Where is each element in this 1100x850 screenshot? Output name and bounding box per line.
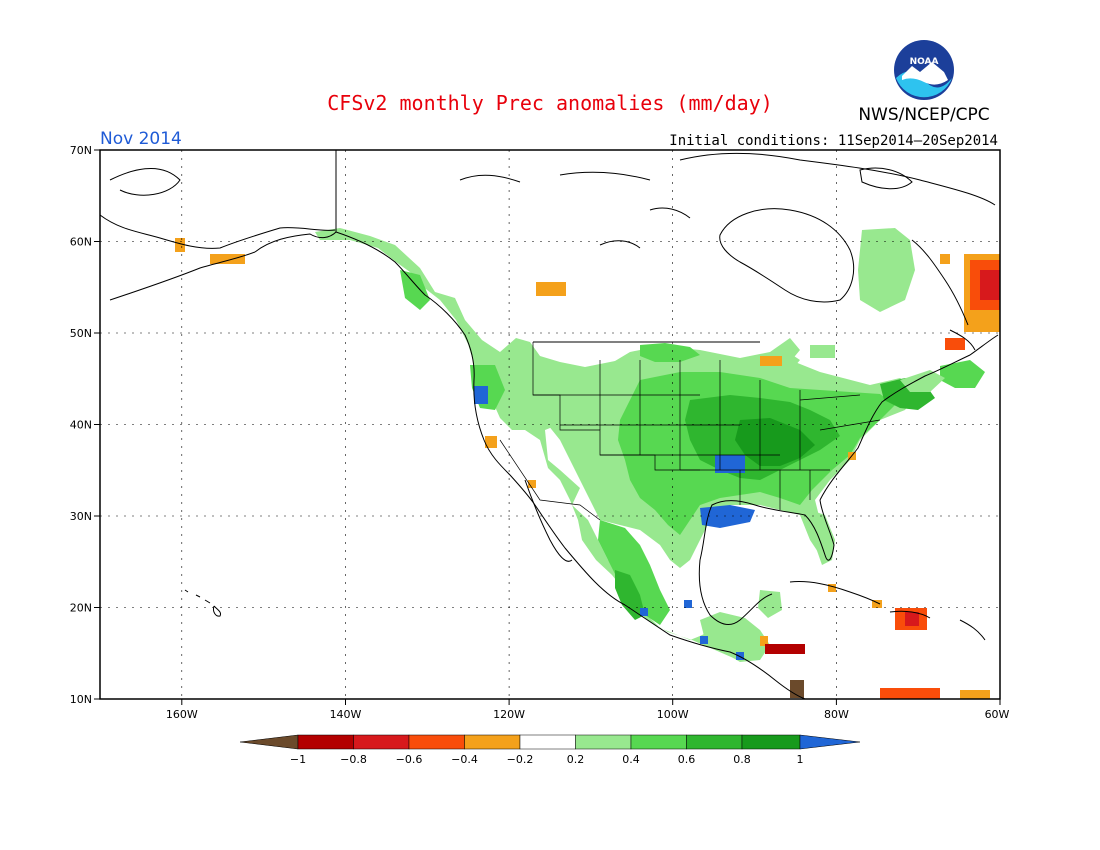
colorbar-label: −0.8 — [340, 753, 367, 766]
lon-tick-label: 140W — [330, 708, 362, 721]
colorbar-label: −0.2 — [507, 753, 534, 766]
lat-axis: 70N 60N 50N 40N 30N 20N 10N — [70, 144, 100, 706]
noaa-logo-text: NOAA — [910, 57, 939, 67]
lat-tick-label: 50N — [70, 327, 92, 340]
agency-label: NWS/NCEP/CPC — [858, 105, 989, 125]
map-panel — [99, 149, 1001, 700]
lon-tick-label: 80W — [824, 708, 849, 721]
colorbar-label: −0.4 — [451, 753, 478, 766]
graticule — [100, 150, 1000, 699]
colorbar-swatch — [464, 734, 521, 750]
noaa-logo-icon: NOAA — [894, 40, 954, 100]
colorbar-swatch — [519, 734, 576, 750]
coastlines — [99, 150, 999, 700]
lat-tick-label: 20N — [70, 602, 92, 615]
colorbar-label: 0.2 — [567, 753, 585, 766]
colorbar-swatch — [408, 734, 465, 750]
colorbar-swatch — [353, 734, 410, 750]
precip-deficit-patches — [175, 238, 1000, 699]
lat-tick-label: 10N — [70, 693, 92, 706]
lon-axis: 160W 140W 120W 100W 80W 60W — [166, 699, 1010, 721]
lat-tick-label: 60N — [70, 236, 92, 249]
initial-conditions-label: Initial conditions: 11Sep2014–20Sep2014 — [669, 133, 998, 149]
colorbar-high-arrow — [799, 734, 861, 750]
lat-tick-label: 40N — [70, 419, 92, 432]
colorbar-swatch — [575, 734, 632, 750]
lat-tick-label: 30N — [70, 510, 92, 523]
figure-title: CFSv2 monthly Prec anomalies (mm/day) — [327, 91, 773, 115]
colorbar-swatch — [741, 734, 801, 750]
colorbar-label: −1 — [290, 753, 306, 766]
colorbar-swatch — [686, 734, 743, 750]
colorbar: −1 −0.8 −0.6 −0.4 −0.2 0.2 0.4 0.6 0.8 1 — [239, 734, 861, 766]
lon-tick-label: 60W — [985, 708, 1010, 721]
colorbar-label: −0.6 — [396, 753, 423, 766]
colorbar-label: 0.4 — [622, 753, 640, 766]
colorbar-label: 0.8 — [733, 753, 751, 766]
lon-tick-label: 160W — [166, 708, 198, 721]
lon-tick-label: 100W — [657, 708, 689, 721]
colorbar-swatch — [297, 734, 354, 750]
colorbar-label: 1 — [797, 753, 804, 766]
colorbar-label: 0.6 — [678, 753, 696, 766]
state-borders — [499, 342, 881, 521]
lat-tick-label: 70N — [70, 144, 92, 157]
month-label: Nov 2014 — [100, 129, 182, 149]
colorbar-swatch — [630, 734, 687, 750]
colorbar-low-arrow — [239, 734, 299, 750]
lon-tick-label: 120W — [493, 708, 525, 721]
precip-surplus-patches — [474, 386, 755, 660]
